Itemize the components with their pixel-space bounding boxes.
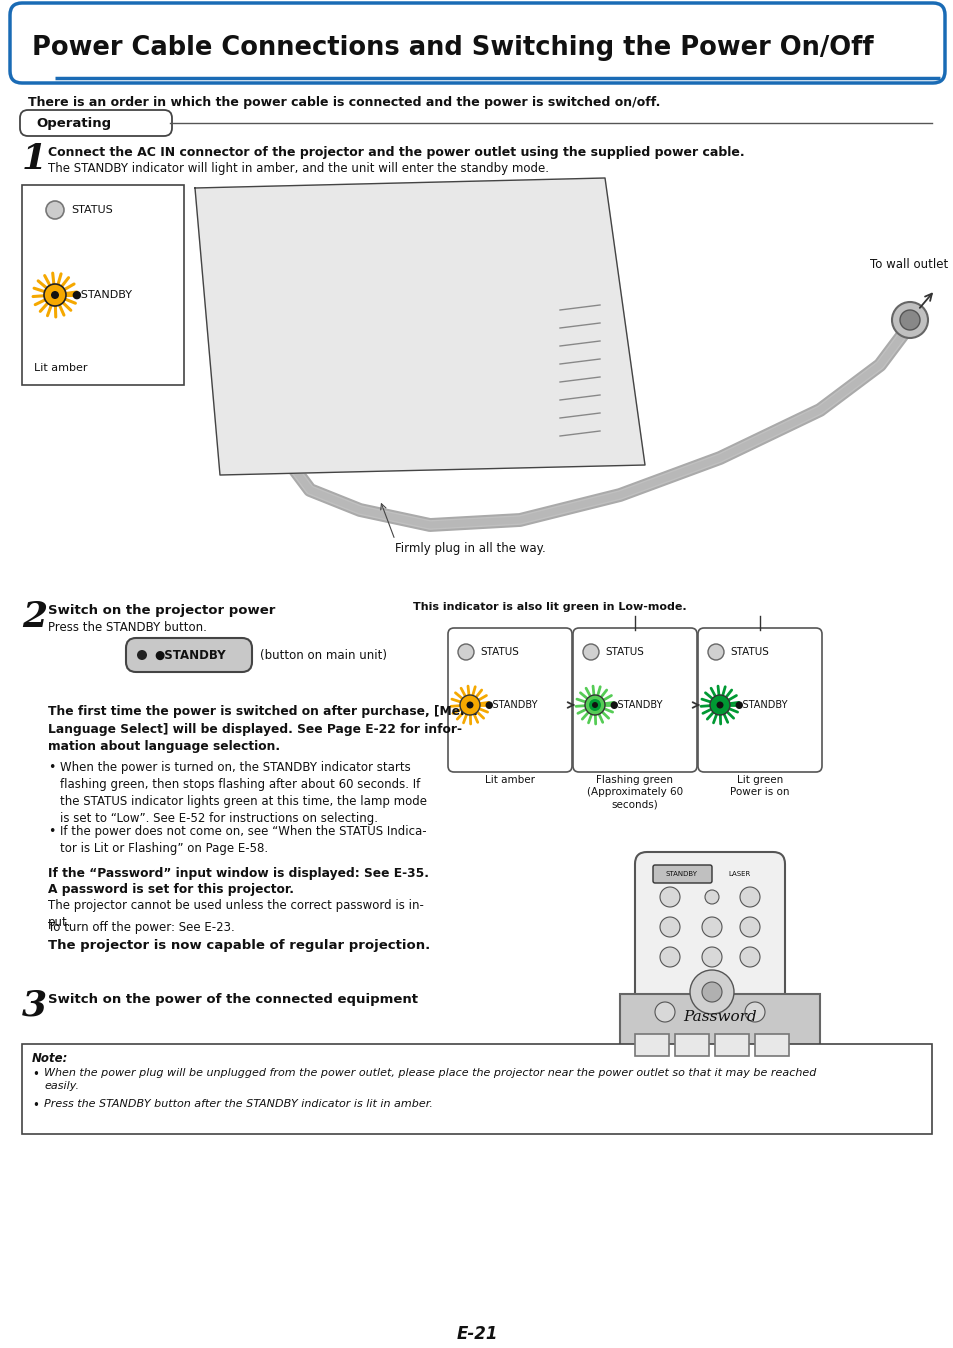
- FancyBboxPatch shape: [635, 852, 784, 1037]
- Text: 1: 1: [22, 142, 47, 177]
- FancyBboxPatch shape: [573, 628, 697, 772]
- Polygon shape: [194, 178, 644, 474]
- Bar: [754, 1034, 788, 1055]
- Text: Press the STANDBY button.: Press the STANDBY button.: [48, 621, 207, 634]
- Circle shape: [899, 310, 919, 330]
- Text: ●STANDBY: ●STANDBY: [154, 648, 226, 662]
- Bar: [675, 1034, 708, 1055]
- Text: STATUS: STATUS: [479, 647, 518, 656]
- Bar: [619, 993, 820, 1064]
- Text: Note:: Note:: [32, 1051, 69, 1065]
- Text: •: •: [48, 825, 55, 838]
- Circle shape: [44, 284, 66, 306]
- FancyBboxPatch shape: [126, 638, 252, 673]
- Text: ●STANDBY: ●STANDBY: [71, 290, 132, 301]
- Text: When the power plug will be unplugged from the power outlet, please place the pr: When the power plug will be unplugged fr…: [44, 1068, 816, 1091]
- Text: STANDBY: STANDBY: [665, 871, 698, 878]
- Text: If the power does not come on, see “When the STATUS Indica-
tor is Lit or Flashi: If the power does not come on, see “When…: [60, 825, 426, 855]
- Bar: [22, 1043, 931, 1134]
- Text: (button on main unit): (button on main unit): [260, 648, 387, 662]
- Bar: [22, 185, 184, 386]
- Text: Lit green
Power is on: Lit green Power is on: [729, 775, 789, 798]
- Text: The projector is now capable of regular projection.: The projector is now capable of regular …: [48, 940, 430, 952]
- Circle shape: [701, 981, 721, 1002]
- Circle shape: [659, 917, 679, 937]
- FancyBboxPatch shape: [652, 865, 711, 883]
- FancyBboxPatch shape: [20, 111, 172, 136]
- Text: The first time the power is switched on after purchase, [Menu
Language Select] w: The first time the power is switched on …: [48, 705, 477, 754]
- FancyBboxPatch shape: [698, 628, 821, 772]
- Bar: [714, 1034, 748, 1055]
- Circle shape: [588, 700, 600, 710]
- Circle shape: [891, 302, 927, 338]
- Circle shape: [689, 971, 733, 1014]
- Text: There is an order in which the power cable is connected and the power is switche: There is an order in which the power cab…: [28, 96, 659, 109]
- FancyBboxPatch shape: [10, 3, 944, 84]
- Circle shape: [592, 702, 598, 708]
- Text: Press the STANDBY button after the STANDBY indicator is lit in amber.: Press the STANDBY button after the STAND…: [44, 1099, 433, 1109]
- Text: Power Cable Connections and Switching the Power On/Off: Power Cable Connections and Switching th…: [32, 35, 873, 61]
- Text: To turn off the power: See E-23.: To turn off the power: See E-23.: [48, 921, 234, 934]
- Text: •: •: [32, 1099, 39, 1112]
- Circle shape: [659, 887, 679, 907]
- Text: LASER: LASER: [728, 871, 750, 878]
- Text: This indicator is also lit green in Low-mode.: This indicator is also lit green in Low-…: [413, 603, 686, 612]
- Circle shape: [584, 696, 604, 714]
- Text: ●STANDBY: ●STANDBY: [483, 700, 537, 710]
- Text: Switch on the power of the connected equipment: Switch on the power of the connected equ…: [48, 993, 417, 1006]
- Circle shape: [740, 948, 760, 967]
- Text: STATUS: STATUS: [604, 647, 643, 656]
- Text: •: •: [48, 762, 55, 774]
- Circle shape: [459, 696, 479, 714]
- Circle shape: [466, 701, 473, 709]
- Text: Password: Password: [682, 1010, 756, 1024]
- Text: If the “Password” input window is displayed: See E-35.: If the “Password” input window is displa…: [48, 867, 429, 880]
- Text: E-21: E-21: [456, 1325, 497, 1343]
- Circle shape: [51, 291, 59, 299]
- Circle shape: [137, 650, 147, 661]
- Text: ●STANDBY: ●STANDBY: [608, 700, 661, 710]
- Text: When the power is turned on, the STANDBY indicator starts
flashing green, then s: When the power is turned on, the STANDBY…: [60, 762, 427, 825]
- Text: STATUS: STATUS: [71, 205, 112, 214]
- Text: STATUS: STATUS: [729, 647, 768, 656]
- Text: Flashing green
(Approximately 60
seconds): Flashing green (Approximately 60 seconds…: [586, 775, 682, 810]
- Circle shape: [740, 917, 760, 937]
- Text: To wall outlet: To wall outlet: [869, 257, 947, 271]
- Text: 2: 2: [22, 600, 47, 634]
- Circle shape: [709, 696, 729, 714]
- Circle shape: [457, 644, 474, 661]
- Text: The STANDBY indicator will light in amber, and the unit will enter the standby m: The STANDBY indicator will light in ambe…: [48, 162, 548, 175]
- Text: ●STANDBY: ●STANDBY: [733, 700, 786, 710]
- Bar: [635, 1034, 668, 1055]
- Circle shape: [701, 917, 721, 937]
- Text: Lit amber: Lit amber: [484, 775, 535, 785]
- FancyBboxPatch shape: [448, 628, 572, 772]
- Circle shape: [701, 948, 721, 967]
- Text: Connect the AC IN connector of the projector and the power outlet using the supp: Connect the AC IN connector of the proje…: [48, 146, 744, 159]
- Circle shape: [744, 1002, 764, 1022]
- Circle shape: [704, 890, 719, 905]
- Circle shape: [707, 644, 723, 661]
- Circle shape: [582, 644, 598, 661]
- Circle shape: [716, 701, 722, 709]
- Text: A password is set for this projector.: A password is set for this projector.: [48, 883, 294, 896]
- Text: 3: 3: [22, 989, 47, 1023]
- Text: •: •: [32, 1068, 39, 1081]
- Text: Firmly plug in all the way.: Firmly plug in all the way.: [395, 542, 545, 555]
- Text: Operating: Operating: [36, 116, 111, 129]
- Text: Lit amber: Lit amber: [34, 363, 88, 373]
- Text: Switch on the projector power: Switch on the projector power: [48, 604, 275, 617]
- Text: The projector cannot be used unless the correct password is in-
put.: The projector cannot be used unless the …: [48, 899, 423, 929]
- Circle shape: [659, 948, 679, 967]
- Circle shape: [46, 201, 64, 218]
- Circle shape: [740, 887, 760, 907]
- Circle shape: [655, 1002, 675, 1022]
